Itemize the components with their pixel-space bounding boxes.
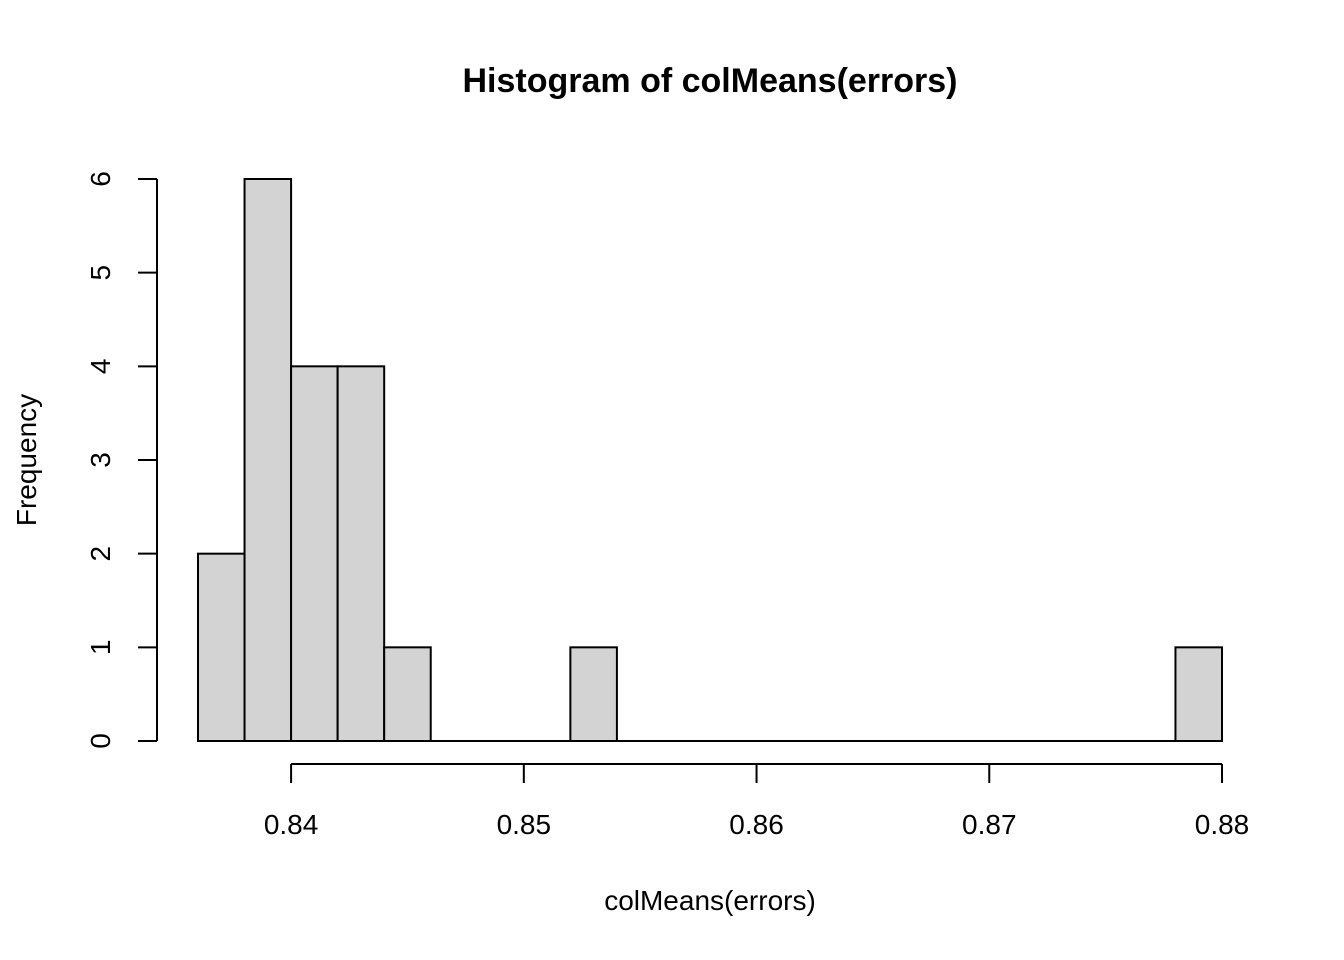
y-axis-label: Frequency (11, 394, 42, 526)
y-tick-label: 2 (85, 546, 116, 562)
x-tick-label: 0.84 (264, 809, 319, 840)
histogram-bar (569, 646, 618, 742)
histogram-bar (1174, 646, 1224, 742)
y-tick-label: 6 (85, 171, 116, 187)
x-tick-label: 0.86 (729, 809, 784, 840)
y-tick-label: 5 (85, 265, 116, 281)
x-axis-label: colMeans(errors) (604, 885, 816, 916)
y-axis: 0 1 2 3 4 5 6 (85, 171, 158, 749)
y-tick-label: 1 (85, 640, 116, 656)
chart-title: Histogram of colMeans(errors) (463, 62, 958, 100)
histogram-bar (336, 365, 386, 742)
y-tick-label: 0 (85, 733, 116, 749)
histogram-bar (383, 646, 432, 742)
histogram-bar (243, 178, 293, 742)
y-tick-label: 4 (85, 359, 116, 375)
x-tick-label: 0.85 (497, 809, 552, 840)
x-tick-label: 0.88 (1195, 809, 1250, 840)
histogram-bar (290, 365, 339, 742)
bars-group (197, 178, 1224, 743)
y-tick-label: 3 (85, 452, 116, 468)
x-tick-label: 0.87 (962, 809, 1017, 840)
histogram-bar (197, 552, 246, 743)
x-axis: 0.84 0.85 0.86 0.87 0.88 (264, 763, 1250, 840)
